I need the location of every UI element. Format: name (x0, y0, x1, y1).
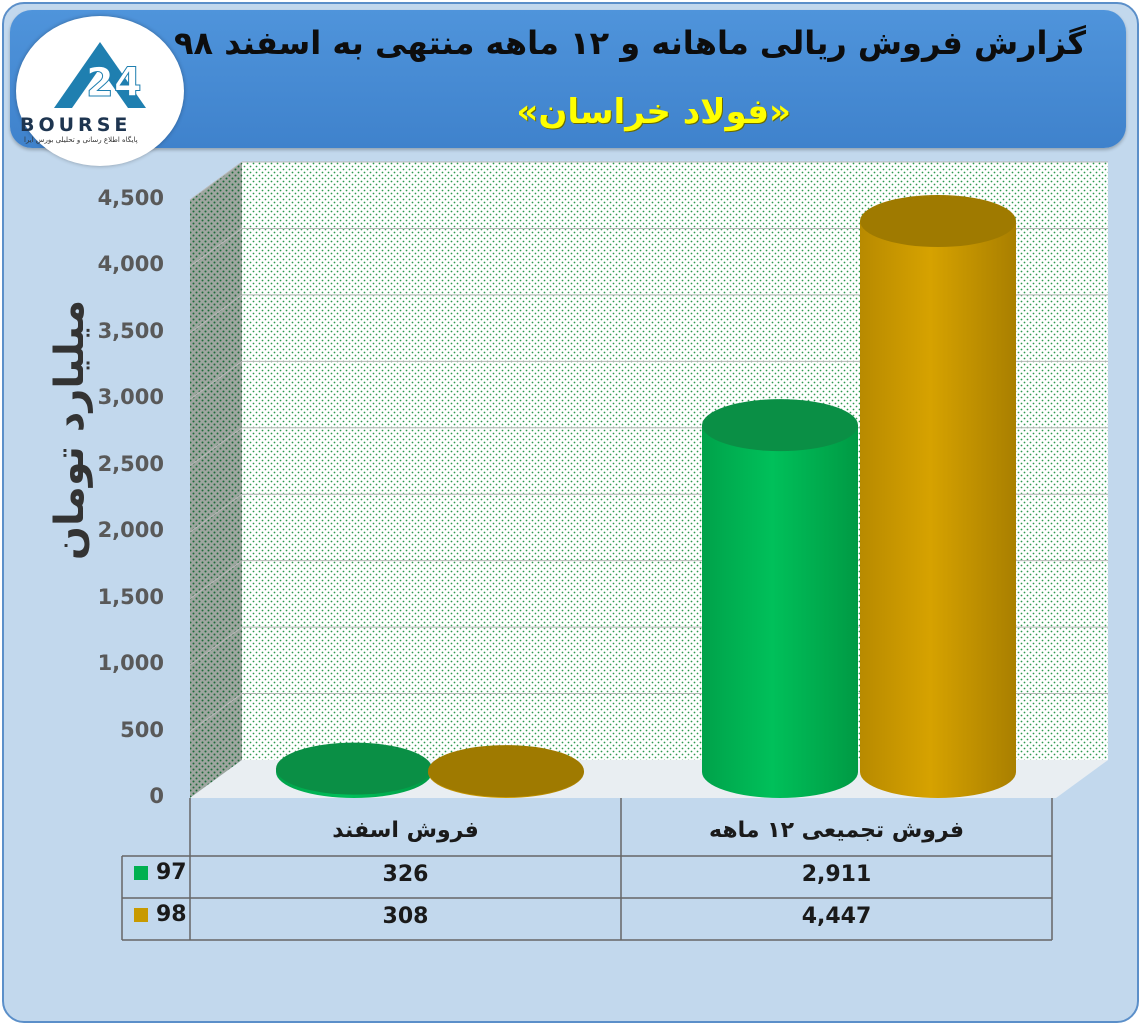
legend-swatch-97 (134, 866, 148, 880)
gridline-side (189, 427, 243, 467)
legend-swatch-98 (134, 908, 148, 922)
y-tick-label: 500 (120, 717, 164, 742)
gridline-side (189, 493, 243, 533)
bar-body (860, 221, 1016, 799)
plot-side-wall (190, 162, 242, 798)
legend-row-97: 97 (122, 856, 190, 890)
legend-row-98: 98 (122, 898, 190, 932)
table-cell-97-12month: 2,911 (801, 862, 872, 887)
bar-body (702, 425, 858, 798)
chart-subtitle: «فولاد خراسان» (516, 92, 791, 132)
y-tick-label: 4,500 (97, 186, 164, 210)
y-tick-label: 3,000 (97, 385, 164, 410)
y-tick-label: 4,000 (97, 252, 164, 277)
gridline-side (189, 161, 243, 201)
bar-cap (860, 195, 1016, 248)
bars (276, 195, 1016, 799)
bar-cap (428, 745, 584, 798)
y-tick-label: 0 (149, 784, 164, 808)
bar-cap (276, 742, 432, 795)
logo-mark-icon: 24 (54, 42, 146, 108)
y-tick-label: 2,000 (97, 518, 164, 543)
gridline-side (189, 626, 243, 666)
gridline-side (189, 228, 243, 267)
gridline-side (189, 693, 243, 732)
bar-97-1 (702, 399, 858, 798)
logo-tagline: پایگاه اطلاع رسانی و تحلیلی بورس ایرا (24, 136, 138, 144)
legend-label-97: 97 (156, 860, 187, 885)
legend-label-98: 98 (156, 902, 187, 927)
table-cell-98-esfand: 308 (382, 904, 429, 929)
table-cell-98-12month: 4,447 (801, 904, 872, 929)
category-label-12month: فروش تجمیعی ۱۲ ماهه (709, 818, 964, 843)
gridline-side (189, 360, 243, 400)
y-tick-label: 3,500 (97, 318, 164, 343)
bourse-logo: 24 BOURSE پایگاه اطلاع رسانی و تحلیلی بو… (16, 16, 184, 166)
gridline-side (189, 560, 243, 600)
chart-title: گزارش فروش ریالی ماهانه و ۱۲ ماهه منتهی … (174, 24, 1086, 62)
logo-wordmark: BOURSE (20, 114, 132, 136)
bar-98-1 (860, 195, 1016, 799)
svg-text:24: 24 (86, 60, 142, 106)
table-cell-97-esfand: 326 (382, 862, 429, 887)
y-tick-label: 2,500 (97, 451, 164, 476)
y-tick-label: 1,500 (97, 584, 164, 609)
y-tick-label: 1,000 (97, 651, 164, 676)
title-banner: گزارش فروش ریالی ماهانه و ۱۲ ماهه منتهی … (10, 10, 1126, 148)
category-label-esfand: فروش اسفند (332, 818, 479, 843)
gridline-side (189, 294, 243, 334)
bar-97-0 (276, 742, 432, 798)
bar-cap (702, 399, 858, 452)
bar-98-0 (428, 745, 584, 798)
